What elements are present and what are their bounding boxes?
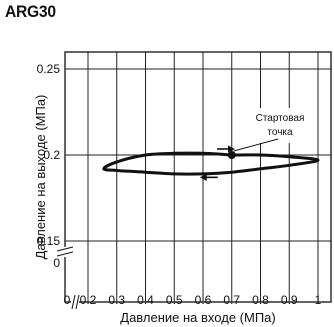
annotation-line-1: Стартовая bbox=[256, 113, 305, 124]
direction-arrows bbox=[199, 145, 235, 181]
annotation-start-point: Стартовая точка bbox=[233, 108, 315, 152]
y-axis-break bbox=[56, 246, 74, 257]
y-tick-label: 0 bbox=[53, 256, 60, 270]
x-axis-break bbox=[71, 294, 80, 310]
x-tick-label: 0 bbox=[64, 293, 71, 307]
chart-title: ARG30 bbox=[5, 2, 56, 21]
y-tick-label: 0.25 bbox=[37, 62, 61, 76]
x-axis-label: Давление на входе (МПа) bbox=[120, 310, 275, 325]
start-point-marker bbox=[227, 151, 236, 159]
x-tick-label: 0.6 bbox=[195, 293, 212, 307]
direction-arrow-left bbox=[199, 173, 218, 181]
y-tick-labels: 0 0.15 0.2 0.25 bbox=[37, 62, 61, 270]
x-tick-label: 0.7 bbox=[223, 293, 240, 307]
x-tick-label: 1 bbox=[315, 293, 322, 307]
x-tick-label: 0.5 bbox=[166, 293, 183, 307]
series-curve bbox=[102, 151, 320, 176]
x-tick-label: 0.8 bbox=[252, 293, 269, 307]
x-tick-label: 0.2 bbox=[80, 293, 97, 307]
y-tick-label: 0.15 bbox=[37, 234, 61, 248]
y-tick-label: 0.2 bbox=[43, 148, 60, 162]
grid bbox=[65, 52, 331, 302]
annotation-leader-line bbox=[233, 138, 279, 152]
y-axis-label: Давление на выходе (МПа) bbox=[33, 95, 48, 260]
x-tick-label: 0.3 bbox=[108, 293, 125, 307]
x-tick-label: 0.9 bbox=[281, 293, 298, 307]
x-tick-label: 0.4 bbox=[137, 293, 154, 307]
x-tick-labels: 0 0.2 0.3 0.4 0.5 0.6 0.7 0.8 0.9 1 bbox=[64, 293, 322, 307]
plot-frame bbox=[64, 51, 332, 303]
annotation-line-2: точка bbox=[267, 127, 293, 138]
direction-arrow-right bbox=[217, 145, 235, 153]
